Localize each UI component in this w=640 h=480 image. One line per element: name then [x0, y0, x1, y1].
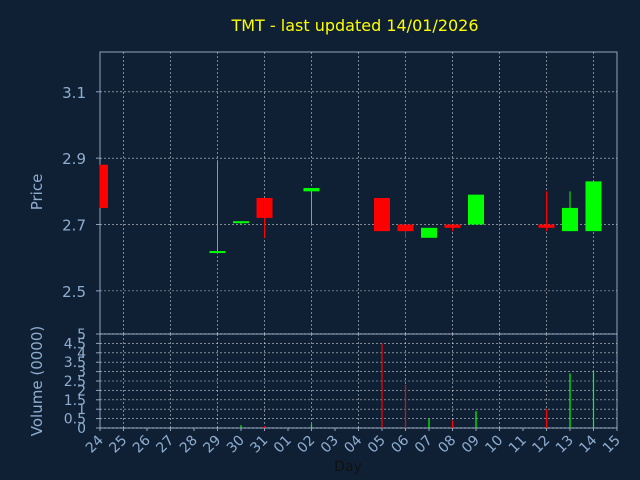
- candlestick: [444, 224, 461, 232]
- volume-y-tick-label: 2: [77, 383, 86, 399]
- price-y-tick-label: 2.7: [62, 217, 86, 235]
- candle-body: [233, 221, 249, 224]
- volume-y-tick-label: 1.5: [64, 393, 86, 409]
- candlestick: [468, 194, 484, 225]
- candle-body: [585, 181, 602, 232]
- candle-body: [397, 224, 414, 232]
- candlestick: [374, 197, 390, 232]
- candle-body: [209, 251, 226, 254]
- candle-body: [538, 224, 555, 228]
- price-axis-label: Price: [28, 174, 46, 211]
- volume-axis-label: Volume (0000): [28, 326, 46, 436]
- candlestick: [397, 224, 414, 238]
- candle-body: [303, 188, 320, 192]
- candle-body: [421, 227, 437, 238]
- volume-y-tick-label: 0.5: [64, 412, 86, 428]
- candle-body: [444, 224, 461, 228]
- candlestick: [421, 227, 437, 238]
- price-y-tick-label: 2.9: [62, 150, 86, 168]
- price-y-tick-label: 2.5: [62, 283, 86, 301]
- volume-y-tick-label: 2.5: [64, 374, 86, 390]
- volume-y-tick-label: 4: [77, 346, 86, 362]
- candle-body: [256, 197, 273, 218]
- candlestick: [303, 188, 320, 225]
- candle-body: [562, 207, 578, 232]
- candle-body: [100, 164, 108, 208]
- price-y-tick-label: 3.1: [62, 84, 86, 102]
- volume-y-tick-label: 0: [77, 421, 86, 437]
- candlestick: [538, 191, 555, 232]
- volume-y-tick-label: 5: [77, 327, 86, 343]
- volume-y-tick-label: 4.5: [64, 336, 86, 352]
- candle-body: [374, 197, 390, 232]
- candlestick: [585, 181, 602, 232]
- candlestick: [256, 197, 273, 238]
- candlestick: [209, 161, 226, 254]
- candlestick: [99, 164, 108, 208]
- chart-title: TMT - last updated 14/01/2026: [230, 16, 478, 35]
- candlestick: [233, 221, 249, 225]
- volume-y-tick-label: 3.5: [64, 355, 86, 371]
- candlestick: [562, 191, 578, 232]
- price-panel: 2.5 2.7 2.9 3.1: [62, 51, 618, 335]
- volume-y-tick-label: 3: [77, 365, 86, 381]
- candle-body: [468, 194, 484, 225]
- x-axis-label: Day: [334, 459, 362, 475]
- volume-y-tick-label: 1: [77, 402, 86, 418]
